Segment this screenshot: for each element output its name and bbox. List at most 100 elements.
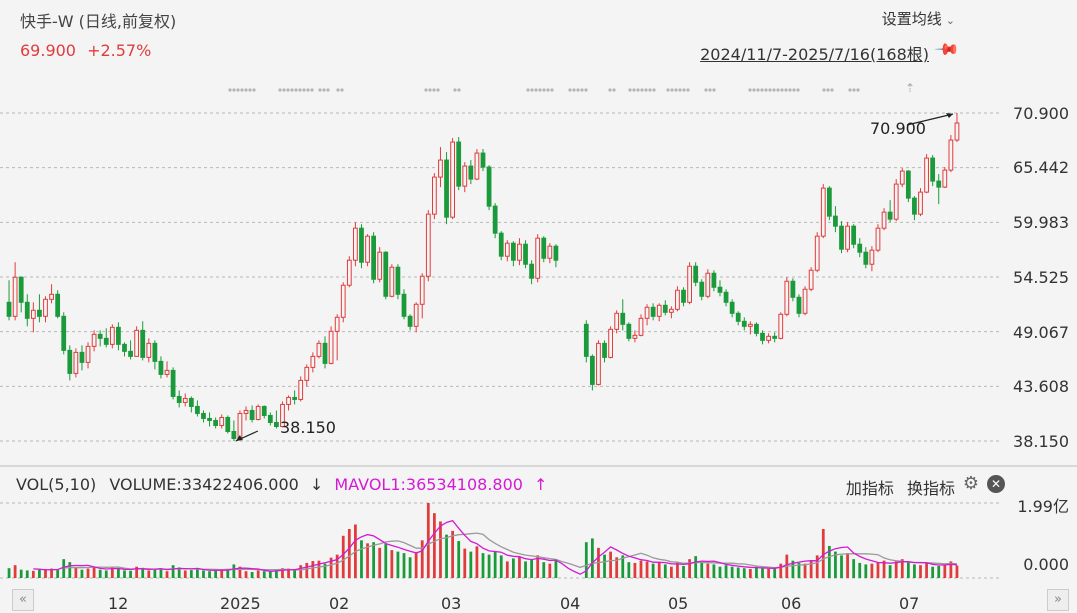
volume-bar <box>639 560 643 578</box>
volume-bar <box>250 571 254 578</box>
candle-body <box>298 379 304 400</box>
event-marker <box>580 88 584 92</box>
candle-body <box>480 152 486 168</box>
event-marker <box>666 88 670 92</box>
volume-bar <box>177 567 181 578</box>
candle-body <box>158 360 164 375</box>
event-marker <box>236 88 240 92</box>
candle-body <box>462 165 468 187</box>
volume-bar <box>287 568 290 578</box>
event-marker <box>572 88 576 92</box>
candle-body <box>857 243 863 253</box>
candle-body <box>498 232 504 257</box>
event-marker <box>644 88 648 92</box>
indicator-buttons: 加指标 换指标 <box>838 475 955 499</box>
candle-body <box>492 205 498 234</box>
volume-bar <box>183 570 187 578</box>
volume-bar <box>821 529 825 578</box>
volume-bar <box>663 564 667 578</box>
candle-body <box>735 312 741 322</box>
close-icon[interactable]: ✕ <box>987 475 1005 493</box>
volume-bar <box>736 567 740 578</box>
event-marker <box>282 88 286 92</box>
volume-bar <box>627 562 631 578</box>
volume-bar <box>408 557 412 578</box>
volume-bar <box>281 568 284 578</box>
volume-bar <box>809 561 813 578</box>
event-marker <box>546 88 550 92</box>
volume-bar <box>943 564 947 578</box>
volume-bar <box>238 566 242 578</box>
candle-body <box>583 323 589 357</box>
candle-body <box>474 152 480 180</box>
event-marker <box>640 88 644 92</box>
candle-body <box>723 291 729 303</box>
add-indicator-button[interactable]: 加指标 <box>845 479 894 498</box>
candle-body <box>231 430 237 439</box>
volume-bar <box>98 569 102 578</box>
event-marker <box>240 88 244 92</box>
candle-body <box>219 416 225 426</box>
ma-settings-button[interactable]: 设置均线 ⌄ <box>882 8 955 29</box>
candle-body <box>237 412 243 439</box>
gear-icon[interactable]: ⚙ <box>962 473 979 494</box>
event-marker <box>748 88 752 92</box>
volume-bar <box>56 570 60 578</box>
event-marker <box>756 88 760 92</box>
volume-bar <box>603 554 606 578</box>
candle-body <box>747 323 753 327</box>
candle-body <box>304 366 310 381</box>
volume-bar <box>19 569 23 578</box>
volume-bar <box>347 529 351 578</box>
candle-body <box>353 227 358 261</box>
date-range-link[interactable]: 2024/11/7-2025/7/16(168根) <box>700 45 929 64</box>
candle-body <box>930 157 936 182</box>
chevron-down-icon: ⌄ <box>945 14 955 27</box>
candle-body <box>346 259 352 286</box>
event-marker <box>768 88 772 92</box>
volume-tick: 0.000 <box>1023 555 1069 574</box>
scroll-left-button[interactable]: « <box>12 589 34 611</box>
volume-bar <box>937 565 941 578</box>
event-marker <box>792 88 796 92</box>
volume-bar <box>797 562 801 578</box>
event-marker <box>432 88 436 92</box>
ma10-line <box>63 532 958 571</box>
candle-body <box>322 342 328 364</box>
volume-bar <box>900 559 904 578</box>
candle-body <box>116 326 121 345</box>
volume-bar <box>171 565 175 578</box>
volume-bar <box>706 563 710 578</box>
switch-indicator-button[interactable]: 换指标 <box>906 479 955 498</box>
volume-bar <box>609 551 612 578</box>
candle-body <box>79 351 85 363</box>
candle-body <box>37 309 42 317</box>
event-marker <box>830 88 834 92</box>
candle-body <box>432 176 437 215</box>
event-marker <box>290 88 294 92</box>
price-tick: 54.525 <box>1013 268 1069 287</box>
volume-bar <box>505 561 509 578</box>
candle-body <box>905 170 911 199</box>
candle-body <box>954 122 960 141</box>
candle-body <box>936 180 942 188</box>
candle-body <box>24 301 30 319</box>
x-tick: 12 <box>108 594 129 613</box>
candle-body <box>504 242 510 257</box>
candle-body <box>255 405 261 420</box>
candle-body <box>195 405 200 414</box>
volume-bar <box>360 540 363 578</box>
candle-body <box>261 405 267 416</box>
mavol-value: MAVOL1:36534108.800 <box>334 475 523 494</box>
arrow-up-icon: ↑ <box>534 475 548 494</box>
volume-bar <box>651 563 655 578</box>
volume-bar <box>536 555 540 578</box>
candle-body <box>383 251 389 297</box>
scroll-right-button[interactable]: » <box>1047 589 1069 611</box>
candle-body <box>152 342 158 362</box>
volume-bar <box>487 554 491 578</box>
x-tick: 07 <box>899 594 920 613</box>
candle-body <box>668 308 674 313</box>
candle-body <box>468 165 474 180</box>
